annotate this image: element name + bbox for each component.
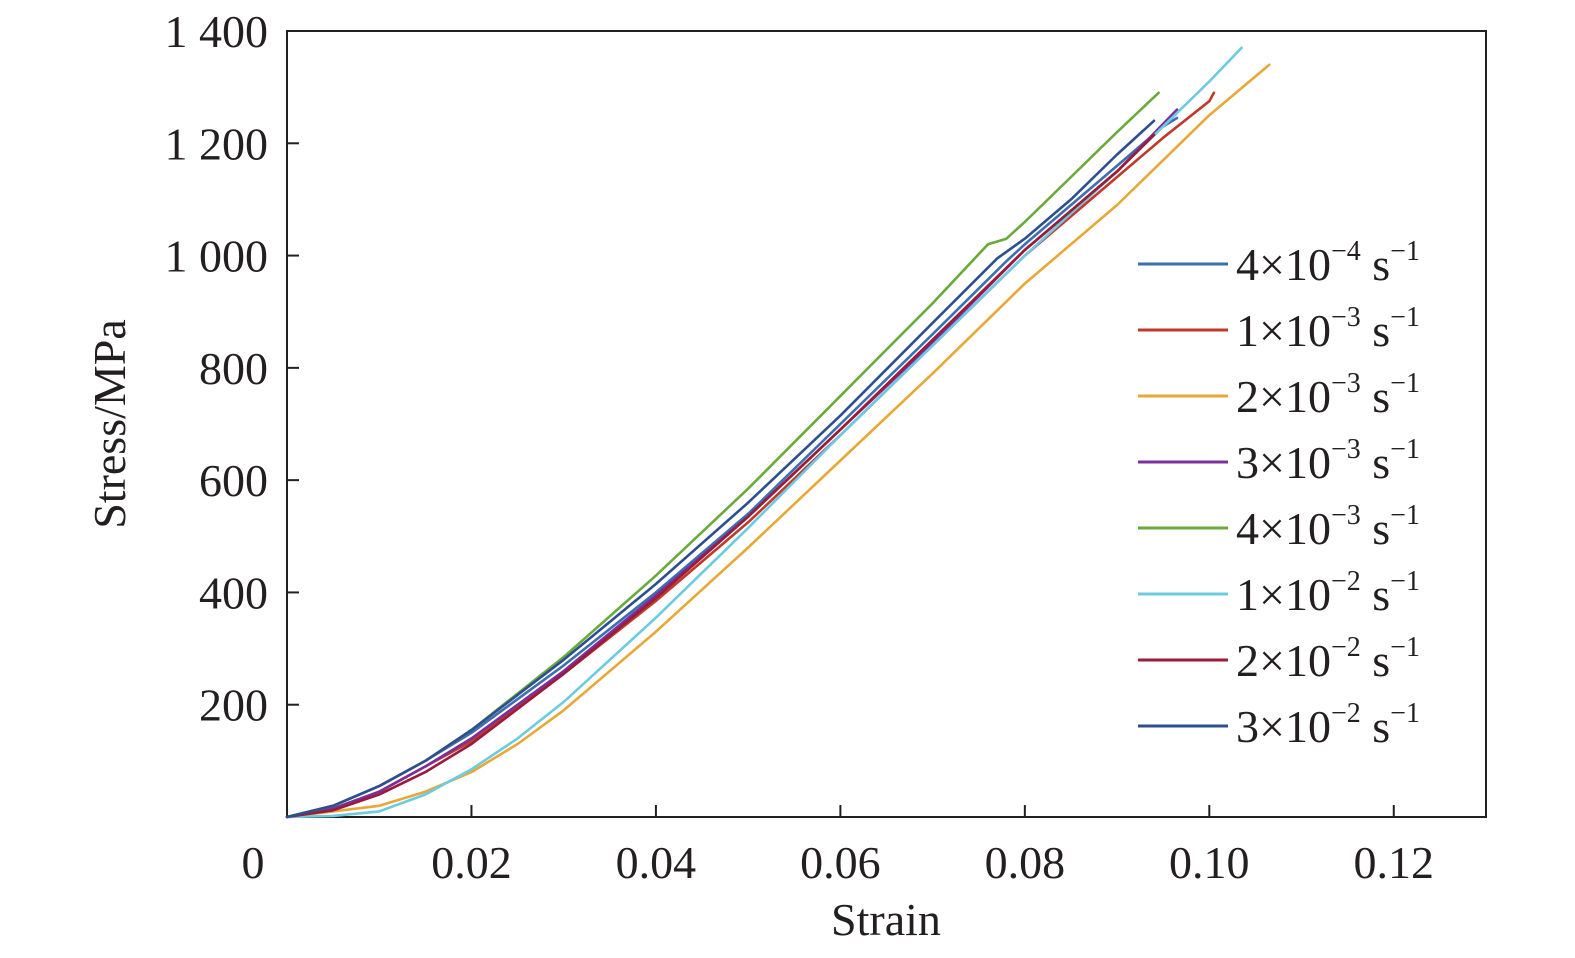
legend-item: 4×10−3 s−1 (1138, 500, 1420, 554)
legend-label: 3×10−2 s−1 (1236, 698, 1420, 752)
legend-label: 4×10−3 s−1 (1236, 500, 1420, 554)
legend-item: 4×10−4 s−1 (1138, 236, 1420, 290)
legend-label: 3×10−3 s−1 (1236, 434, 1420, 488)
legend-item: 1×10−3 s−1 (1138, 302, 1420, 356)
x-tick-label: 0.04 (616, 837, 697, 888)
x-tick-label: 0.02 (431, 837, 512, 888)
series-line-5 (285, 91, 1160, 819)
x-tick-label: 0 (242, 837, 265, 888)
legend-label: 4×10−4 s−1 (1236, 236, 1420, 290)
y-tick-label: 1 000 (165, 231, 269, 282)
legend-item: 2×10−3 s−1 (1138, 368, 1420, 422)
x-tick-label: 0.08 (985, 837, 1066, 888)
y-tick-label: 200 (199, 680, 268, 731)
y-axis-ticks: 200 400 600 800 1 000 1 200 1 400 (165, 6, 299, 731)
legend-item: 2×10−2 s−1 (1138, 632, 1420, 686)
y-axis-title: Stress/MPa (84, 319, 135, 529)
legend-label: 1×10−3 s−1 (1236, 302, 1420, 356)
y-tick-label: 600 (199, 455, 268, 506)
x-tick-label: 0.10 (1169, 837, 1250, 888)
legend-item: 3×10−2 s−1 (1138, 698, 1420, 752)
legend-item: 1×10−2 s−1 (1138, 566, 1420, 620)
series-line-4 (285, 108, 1179, 819)
y-tick-label: 1 200 (165, 118, 269, 169)
x-axis-title: Strain (831, 894, 941, 945)
x-tick-label: 0.06 (800, 837, 881, 888)
y-tick-label: 400 (199, 567, 268, 618)
series-line-6 (285, 46, 1243, 819)
legend: 4×10−4 s−1 1×10−3 s−1 2×10−3 s−1 3×10−3 s−1… (1138, 236, 1420, 752)
y-tick-label: 800 (199, 343, 268, 394)
x-axis-ticks: 0 0.02 0.04 0.06 0.08 0.10 0.12 (242, 805, 1435, 888)
legend-item: 3×10−3 s−1 (1138, 434, 1420, 488)
x-tick-label: 0.12 (1354, 837, 1435, 888)
series-line-7 (285, 133, 1156, 819)
series-layer (285, 46, 1271, 819)
y-tick-label: 1 400 (165, 6, 269, 57)
series-line-8 (285, 119, 1156, 819)
series-line-3 (285, 63, 1271, 819)
legend-label: 2×10−3 s−1 (1236, 368, 1420, 422)
plot-frame (286, 30, 1487, 818)
legend-label: 1×10−2 s−1 (1236, 566, 1420, 620)
legend-label: 2×10−2 s−1 (1236, 632, 1420, 686)
